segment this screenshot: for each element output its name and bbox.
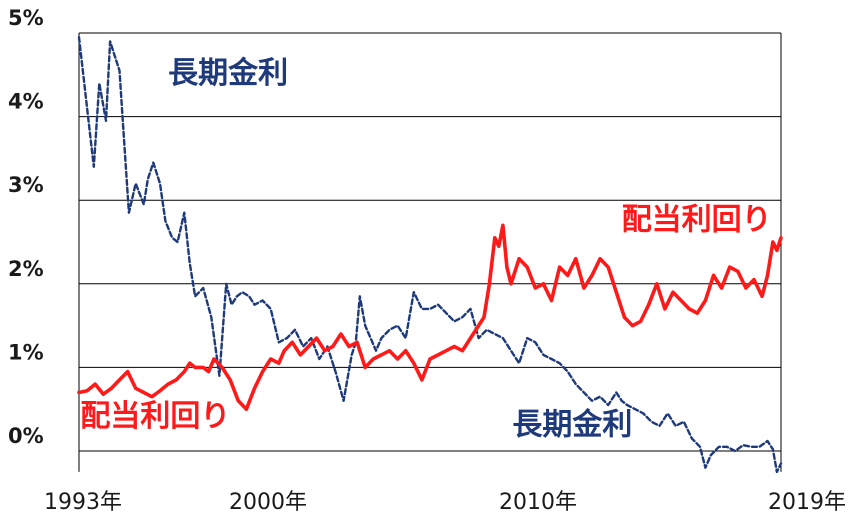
y-tick-label: 1% bbox=[8, 340, 44, 364]
series-annotation: 配当利回り bbox=[80, 399, 230, 434]
gridlines bbox=[79, 32, 781, 452]
series-lines bbox=[77, 36, 783, 474]
series-annotation: 長期金利 bbox=[168, 56, 288, 91]
series-line-1 bbox=[77, 223, 783, 412]
y-tick-label: 4% bbox=[8, 90, 44, 114]
series-annotation: 配当利回り bbox=[622, 202, 772, 237]
series-annotation: 長期金利 bbox=[512, 407, 632, 442]
series-line-0 bbox=[77, 36, 783, 474]
y-tick-label: 0% bbox=[8, 424, 44, 448]
x-tick-label: 1993年 bbox=[44, 490, 122, 515]
y-tick-label: 2% bbox=[8, 257, 44, 281]
x-tick-label: 2019年 bbox=[768, 490, 846, 515]
y-tick-label: 5% bbox=[8, 6, 44, 30]
axes bbox=[78, 33, 782, 472]
x-tick-label: 2000年 bbox=[229, 490, 307, 515]
x-tick-label: 2010年 bbox=[499, 490, 577, 515]
y-tick-label: 3% bbox=[8, 173, 44, 197]
y-tick-labels: 5% 4% 3% 2% 1% 0% bbox=[8, 6, 44, 448]
x-tick-labels: 1993年 2000年 2010年 2019年 bbox=[44, 490, 846, 515]
